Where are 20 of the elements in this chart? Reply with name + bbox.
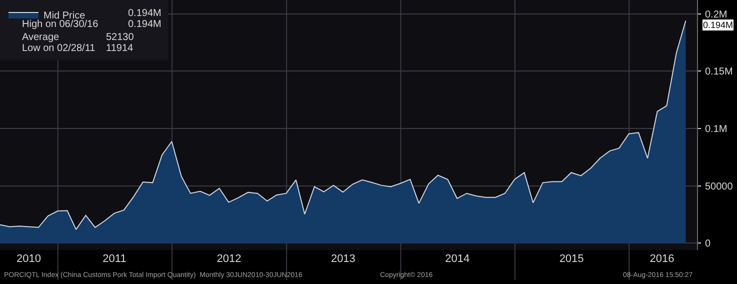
y-tick-label: 0.15M bbox=[705, 66, 733, 78]
annotation: 11914 bbox=[106, 43, 134, 54]
x-tick-label: 2013 bbox=[330, 253, 356, 265]
y-tick-label: 0 bbox=[705, 238, 711, 250]
annotation: Average bbox=[22, 32, 60, 43]
x-tick-label: 2012 bbox=[216, 253, 242, 265]
x-tick-label: 2010 bbox=[16, 253, 42, 265]
annotation: 52130 bbox=[106, 32, 134, 43]
annotation: 0.194M bbox=[128, 19, 162, 30]
annotation: 0.194M bbox=[128, 8, 162, 19]
x-tick-label: 2016 bbox=[650, 253, 674, 265]
x-tick-label: 2015 bbox=[559, 253, 584, 265]
x-tick-label: 2014 bbox=[445, 253, 470, 265]
x-tick-label: 2011 bbox=[102, 253, 126, 265]
y-tick-label: 50000 bbox=[705, 181, 734, 192]
annotation: High on 06/30/16 bbox=[22, 19, 99, 30]
y-tick-label: 0.1M bbox=[705, 124, 728, 135]
annotation: Low on 02/28/11 bbox=[22, 43, 96, 54]
annotation: 0.194M bbox=[703, 20, 734, 30]
y-tick-label: 0.2M bbox=[705, 9, 728, 20]
